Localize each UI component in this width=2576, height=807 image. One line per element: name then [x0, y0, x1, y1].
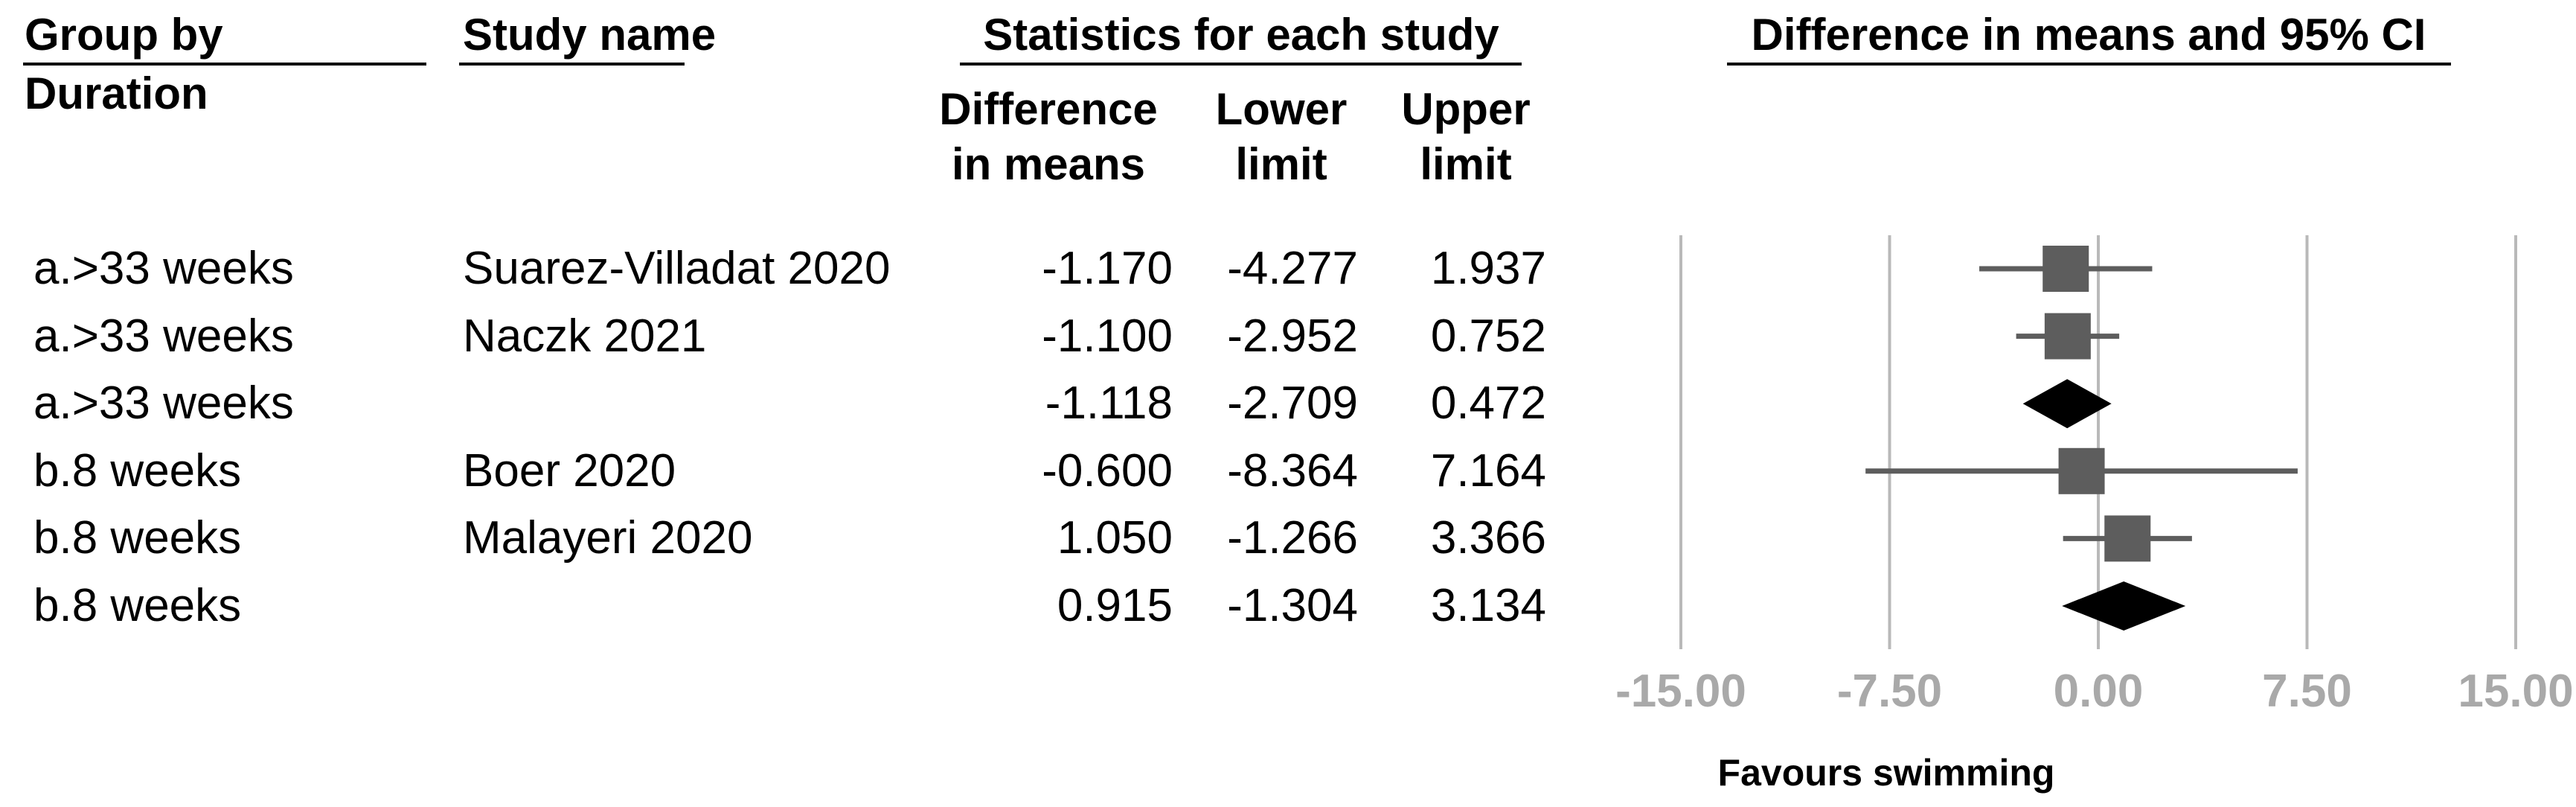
row-lower-limit-value: -8.364 — [1227, 444, 1358, 497]
row-difference-in-means-value: -0.600 — [1042, 444, 1173, 497]
axis-tick-label: 7.50 — [2262, 666, 2352, 717]
row-group-label: a.>33 weeks — [33, 243, 294, 294]
column-header-lower-line2: limit — [1235, 139, 1327, 189]
favours-swimming-label: Favours swimming — [1717, 752, 2055, 794]
row-lower-limit-value: -2.952 — [1227, 310, 1358, 362]
row-study-name: Naczk 2021 — [463, 310, 707, 362]
column-header-difference-in-means: Difference in means — [825, 82, 1272, 192]
statistics-header: Statistics for each study — [983, 10, 1499, 60]
column-header-upper-line1: Upper — [1401, 84, 1531, 134]
row-lower-limit-value: -1.304 — [1227, 580, 1358, 631]
row-study-name: Malayeri 2020 — [463, 512, 753, 564]
row-group-label: b.8 weeks — [33, 512, 242, 564]
column-header-difference-line2: in means — [951, 139, 1146, 189]
column-header-upper-line2: limit — [1420, 139, 1512, 189]
row-group-label: b.8 weeks — [33, 444, 242, 497]
axis-tick-label: 0.00 — [2053, 666, 2144, 717]
axis-tick-label: -15.00 — [1615, 666, 1746, 717]
summary-diamond — [2062, 581, 2186, 631]
plot-title-header: Difference in means and 95% CI — [1751, 10, 2426, 60]
mean-square — [2058, 447, 2105, 494]
axis-tick-label: -7.50 — [1836, 666, 1943, 717]
row-group-label: a.>33 weeks — [33, 310, 294, 362]
row-study-name: Boer 2020 — [463, 444, 676, 497]
group-by-field-label: Duration — [25, 68, 208, 118]
summary-diamond — [2022, 379, 2112, 429]
row-upper-limit-value: 3.366 — [1430, 512, 1546, 564]
row-difference-in-means-value: 0.915 — [1057, 580, 1173, 631]
column-header-upper-limit: Upper limit — [1317, 82, 1615, 192]
row-upper-limit-value: 0.752 — [1430, 310, 1546, 362]
row-upper-limit-value: 0.472 — [1430, 377, 1546, 430]
row-lower-limit-value: -2.709 — [1227, 377, 1358, 430]
column-header-lower-limit: Lower limit — [1132, 82, 1430, 192]
study-name-underline — [459, 63, 685, 66]
row-group-label: a.>33 weeks — [33, 377, 294, 430]
row-upper-limit-value: 7.164 — [1430, 444, 1546, 497]
study-name-header: Study name — [463, 10, 717, 60]
plot-title-underline — [1727, 63, 2451, 66]
group-by-header: Group by — [25, 10, 223, 60]
statistics-underline — [960, 63, 1522, 66]
mean-square — [2042, 246, 2089, 292]
column-header-lower-line1: Lower — [1215, 84, 1348, 134]
row-upper-limit-value: 3.134 — [1430, 580, 1546, 631]
row-study-name: Suarez-Villadat 2020 — [463, 243, 891, 294]
row-difference-in-means-value: -1.170 — [1042, 243, 1173, 294]
group-by-underline — [23, 63, 426, 66]
column-header-difference-line1: Difference — [939, 84, 1158, 134]
mean-square — [2104, 515, 2151, 562]
row-group-label: b.8 weeks — [33, 580, 242, 631]
axis-tick-label: 15.00 — [2458, 666, 2574, 717]
mean-square — [2044, 313, 2091, 360]
row-difference-in-means-value: -1.118 — [1045, 377, 1173, 430]
row-lower-limit-value: -1.266 — [1227, 512, 1358, 564]
row-lower-limit-value: -4.277 — [1227, 243, 1358, 294]
row-difference-in-means-value: -1.100 — [1042, 310, 1173, 362]
row-difference-in-means-value: 1.050 — [1057, 512, 1173, 564]
row-upper-limit-value: 1.937 — [1430, 243, 1546, 294]
